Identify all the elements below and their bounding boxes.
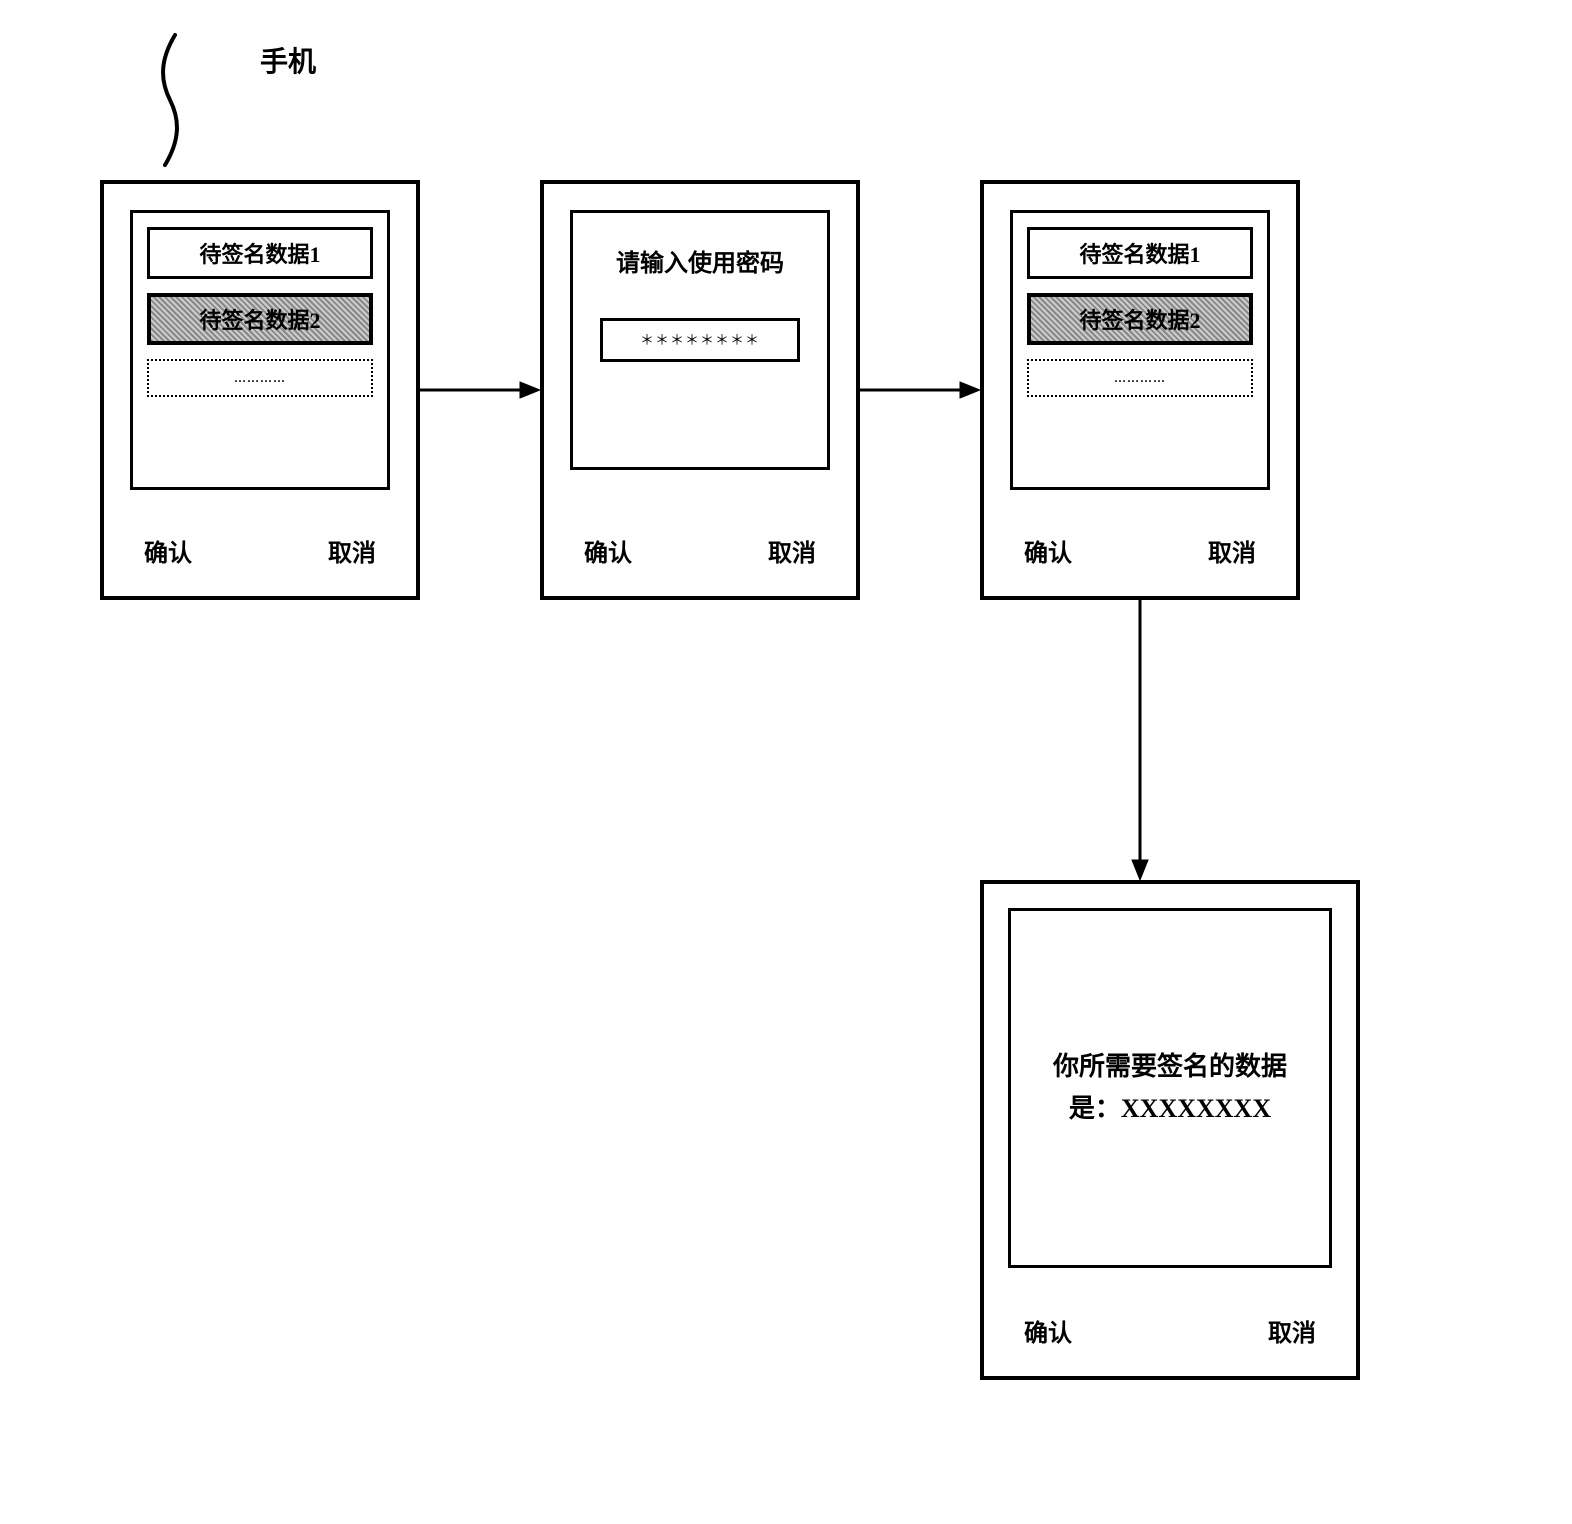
phone-label: 手机 bbox=[260, 40, 316, 80]
screen-1: 待签名数据1 待签名数据2 ………… 确认 取消 bbox=[100, 180, 420, 600]
screen-2: 请输入使用密码 ＊＊＊＊＊＊＊＊ 确认 取消 bbox=[540, 180, 860, 600]
data-item-1-label: 待签名数据1 bbox=[199, 237, 320, 269]
confirm-button[interactable]: 确认 bbox=[584, 533, 632, 568]
data-item-more-label: ………… bbox=[1114, 371, 1166, 386]
confirm-button[interactable]: 确认 bbox=[1024, 533, 1072, 568]
screen-2-panel: 请输入使用密码 ＊＊＊＊＊＊＊＊ bbox=[570, 210, 830, 470]
screen-3-panel: 待签名数据1 待签名数据2 ………… bbox=[1010, 210, 1270, 490]
cancel-button[interactable]: 取消 bbox=[1268, 1313, 1316, 1348]
data-item-2-selected[interactable]: 待签名数据2 bbox=[1027, 293, 1253, 345]
data-item-2-label: 待签名数据2 bbox=[1079, 303, 1200, 335]
password-prompt-title: 请输入使用密码 bbox=[573, 213, 827, 318]
data-item-2-selected[interactable]: 待签名数据2 bbox=[147, 293, 373, 345]
sign-message-line1: 你所需要签名的数据 bbox=[1053, 1046, 1287, 1088]
arrow-s2-s3 bbox=[860, 380, 980, 400]
screen-4-buttons: 确认 取消 bbox=[1024, 1313, 1316, 1348]
cancel-button[interactable]: 取消 bbox=[328, 533, 376, 568]
screen-1-buttons: 确认 取消 bbox=[144, 533, 376, 568]
screen-3-buttons: 确认 取消 bbox=[1024, 533, 1256, 568]
arrow-s1-s2 bbox=[420, 380, 540, 400]
sign-message-line2: 是：XXXXXXXX bbox=[1069, 1088, 1271, 1130]
data-item-more[interactable]: ………… bbox=[1027, 359, 1253, 397]
data-item-2-label: 待签名数据2 bbox=[199, 303, 320, 335]
screen-3: 待签名数据1 待签名数据2 ………… 确认 取消 bbox=[980, 180, 1300, 600]
password-mask: ＊＊＊＊＊＊＊＊ bbox=[640, 330, 760, 350]
diagram-canvas: 手机 待签名数据1 待签名数据2 ………… 确认 取消 请输入使用密码 ＊＊＊＊… bbox=[0, 0, 1572, 1524]
password-input[interactable]: ＊＊＊＊＊＊＊＊ bbox=[600, 318, 800, 362]
data-item-more[interactable]: ………… bbox=[147, 359, 373, 397]
screen-2-buttons: 确认 取消 bbox=[584, 533, 816, 568]
cancel-button[interactable]: 取消 bbox=[768, 533, 816, 568]
screen-4: 你所需要签名的数据 是：XXXXXXXX 确认 取消 bbox=[980, 880, 1360, 1380]
screen-1-panel: 待签名数据1 待签名数据2 ………… bbox=[130, 210, 390, 490]
data-item-1[interactable]: 待签名数据1 bbox=[1027, 227, 1253, 279]
confirm-button[interactable]: 确认 bbox=[1024, 1313, 1072, 1348]
arrow-s3-s4 bbox=[1130, 600, 1150, 880]
curly-brace bbox=[140, 30, 200, 170]
data-item-1-label: 待签名数据1 bbox=[1079, 237, 1200, 269]
cancel-button[interactable]: 取消 bbox=[1208, 533, 1256, 568]
data-item-more-label: ………… bbox=[234, 371, 286, 386]
screen-4-panel: 你所需要签名的数据 是：XXXXXXXX bbox=[1008, 908, 1332, 1268]
confirm-button[interactable]: 确认 bbox=[144, 533, 192, 568]
data-item-1[interactable]: 待签名数据1 bbox=[147, 227, 373, 279]
